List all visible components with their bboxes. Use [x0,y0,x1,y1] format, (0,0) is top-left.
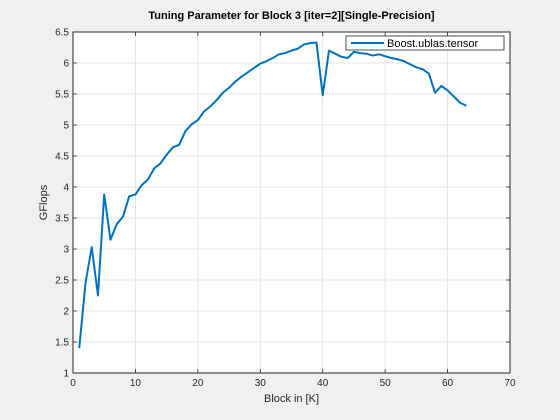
axes-box [72,31,511,374]
series-layer [78,41,467,349]
x-tick-label: 10 [130,378,142,389]
series-line-0 [78,41,467,349]
y-tick-label: 1 [63,369,69,380]
x-tick-label: 50 [380,378,392,389]
y-tick-label: 3.5 [55,214,69,225]
y-axis-label: GFlops [38,184,50,220]
x-tick-label: 60 [442,378,454,389]
x-tick-label: 30 [255,378,267,389]
x-axis-label: Block in [K] [264,393,319,405]
legend[interactable]: Boost.ublas.tensor [345,35,505,51]
ticks [72,31,511,374]
chart-title: Tuning Parameter for Block 3 [iter=2][Si… [148,10,435,22]
legend-entry-label: Boost.ublas.tensor [387,38,478,50]
plot-area [73,32,510,373]
y-tick-label: 6 [63,59,69,70]
y-tick-label: 1.5 [55,338,69,349]
y-tick-label: 4 [63,183,69,194]
x-tick-label: 0 [70,378,76,389]
y-tick-label: 6.5 [55,28,69,39]
y-tick-label: 4.5 [55,152,69,163]
y-tick-label: 3 [63,245,69,256]
y-tick-label: 5.5 [55,90,69,101]
x-tick-label: 70 [504,378,516,389]
legend-box [345,35,505,51]
y-tick-label: 2 [63,307,69,318]
x-tick-labels: 0 10 20 30 40 50 60 70 [70,378,516,389]
y-tick-label: 2.5 [55,276,69,287]
x-tick-label: 20 [192,378,204,389]
y-tick-labels: 1 1.5 2 2.5 3 3.5 4 4.5 5 5.5 6 6.5 [55,28,69,380]
x-tick-label: 40 [317,378,329,389]
y-tick-label: 5 [63,121,69,132]
